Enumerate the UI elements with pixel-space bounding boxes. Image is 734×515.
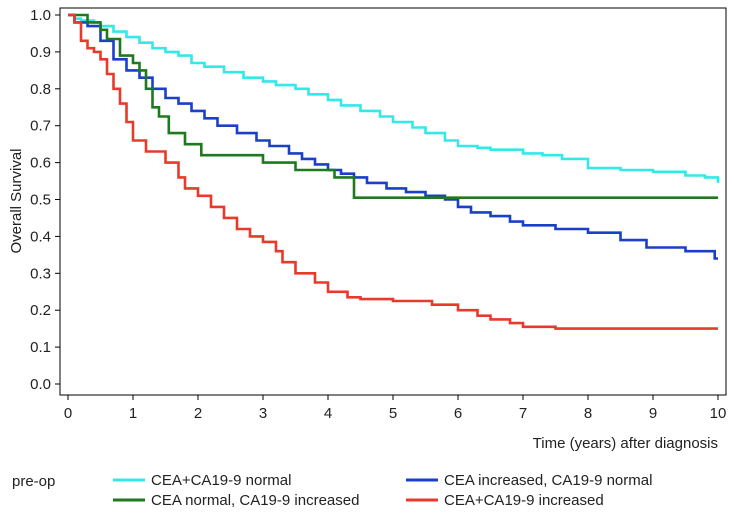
legend-label-0: CEA+CA19-9 normal (151, 472, 291, 489)
series-line-2 (68, 13, 718, 199)
x-tick-label: 9 (649, 405, 657, 422)
x-tick-label: 5 (389, 405, 397, 422)
y-tick-label: 0.3 (30, 265, 51, 282)
y-tick-label: 0.9 (30, 44, 51, 61)
x-tick-label: 1 (129, 405, 137, 422)
y-tick-label: 1.0 (30, 7, 51, 24)
y-tick-label: 0.5 (30, 192, 51, 209)
y-tick-label: 0.1 (30, 339, 51, 356)
plot-frame (59, 7, 727, 396)
x-axis: 0 1 2 3 4 5 6 7 8 9 10 (64, 395, 727, 422)
y-tick-label: 0.6 (30, 155, 51, 172)
series-layer (68, 13, 720, 330)
legend-label-2: CEA normal, CA19-9 increased (151, 492, 359, 509)
legend-label-1: CEA increased, CA19-9 normal (444, 472, 652, 489)
x-axis-label: Time (years) after diagnosis (533, 435, 718, 452)
x-tick-label: 10 (710, 405, 727, 422)
x-tick-label: 4 (324, 405, 332, 422)
x-tick-label: 8 (584, 405, 592, 422)
y-tick-label: 0.2 (30, 302, 51, 319)
y-tick-label: 0.0 (30, 376, 51, 393)
legend: pre-op CEA+CA19-9 normal CEA increased, C… (12, 472, 652, 509)
y-axis: 0.0 0.1 0.2 0.3 0.4 0.5 0.6 0.7 0.8 0.9 1.0 (30, 7, 60, 393)
x-tick-label: 0 (64, 405, 72, 422)
y-tick-label: 0.8 (30, 81, 51, 98)
legend-items: CEA+CA19-9 normal CEA increased, CA19-9 n… (113, 472, 652, 509)
series-line-0 (68, 13, 720, 183)
x-tick-label: 6 (454, 405, 462, 422)
x-tick-label: 7 (519, 405, 527, 422)
x-tick-label: 2 (194, 405, 202, 422)
y-tick-label: 0.7 (30, 118, 51, 135)
legend-label-3: CEA+CA19-9 increased (444, 492, 604, 509)
series-line-3 (68, 13, 718, 330)
x-tick-label: 3 (259, 405, 267, 422)
legend-title: pre-op (12, 473, 55, 490)
y-axis-label: Overall Survival (8, 148, 25, 253)
y-tick-label: 0.4 (30, 228, 51, 245)
